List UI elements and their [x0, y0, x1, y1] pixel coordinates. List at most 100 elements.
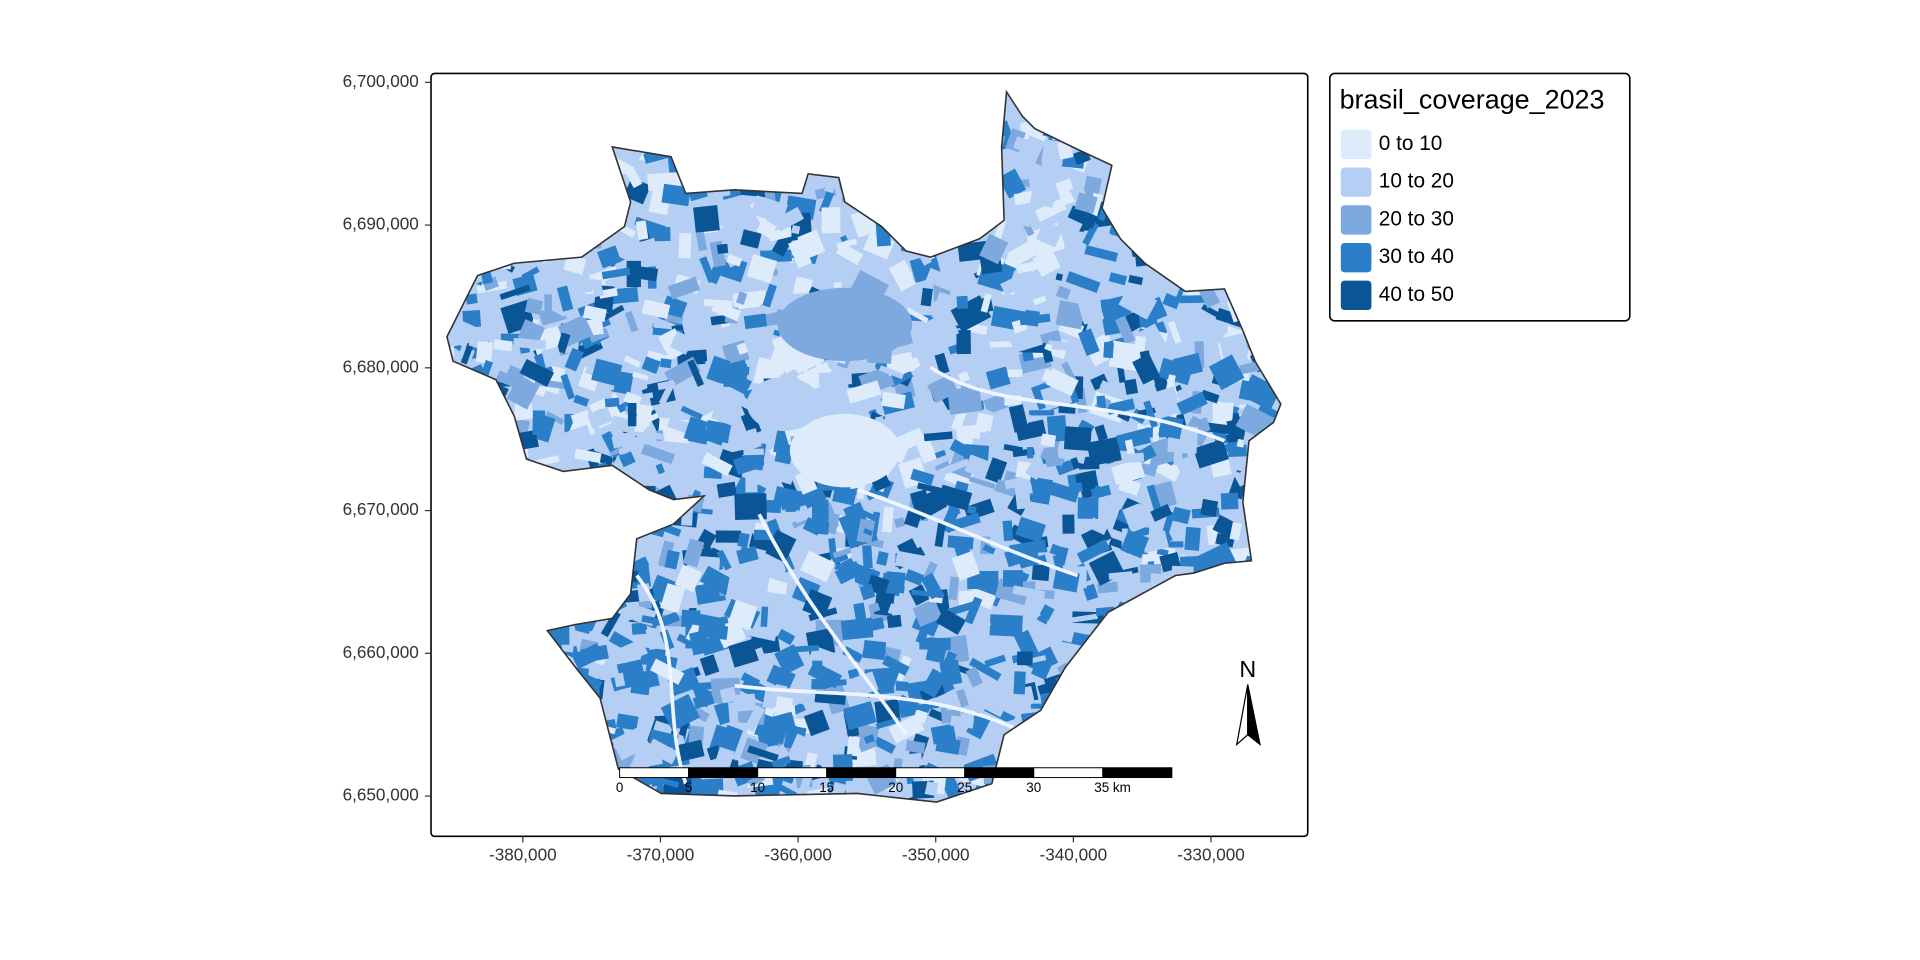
land-patch — [544, 294, 553, 318]
land-patch — [1167, 320, 1182, 344]
land-patch — [1026, 446, 1034, 459]
land-patch — [1201, 304, 1224, 320]
land-patch — [1002, 520, 1014, 542]
land-patch — [1063, 426, 1092, 451]
land-patch — [1099, 380, 1110, 391]
land-patch — [885, 571, 906, 591]
land-patch — [771, 755, 792, 769]
land-patch — [935, 607, 966, 635]
land-patch — [812, 257, 836, 274]
land-patch — [635, 220, 649, 241]
land-patch — [1015, 516, 1046, 543]
land-patch — [834, 560, 863, 585]
land-patch — [524, 297, 544, 316]
land-patch — [623, 355, 642, 368]
legend-swatch — [1340, 129, 1372, 160]
land-patch — [1084, 245, 1119, 262]
land-patch — [1165, 374, 1176, 393]
land-patch — [1042, 349, 1054, 363]
land-patch — [944, 600, 979, 617]
scale-label: 20 — [888, 780, 903, 795]
land-patch — [980, 293, 992, 313]
land-patch — [951, 408, 968, 432]
land-patch — [766, 664, 796, 691]
river — [929, 365, 1226, 443]
land-patch — [1238, 380, 1256, 401]
land-patch — [1055, 300, 1086, 330]
land-patch — [842, 701, 877, 731]
land-patch — [711, 409, 734, 426]
land-patch — [940, 775, 962, 799]
land-patch — [947, 385, 983, 415]
land-patch — [632, 371, 649, 381]
land-patch — [740, 229, 762, 249]
land-patch — [888, 714, 925, 744]
land-patch — [777, 287, 913, 362]
land-patch — [624, 310, 639, 333]
land-patch — [797, 229, 826, 260]
land-patch — [832, 489, 856, 506]
land-patch — [821, 207, 841, 234]
land-patch — [887, 603, 906, 618]
land-patch — [930, 723, 957, 745]
land-patch — [966, 505, 977, 515]
land-patch — [771, 592, 803, 625]
land-patch — [1115, 427, 1151, 451]
land-patch — [1030, 703, 1044, 709]
land-patch — [1207, 322, 1228, 334]
land-patch — [627, 402, 637, 427]
land-patch — [699, 654, 720, 677]
land-patch — [894, 550, 925, 571]
land-patch — [661, 611, 680, 627]
land-patch — [588, 328, 610, 343]
land-patch — [716, 481, 737, 498]
land-patch — [791, 225, 801, 235]
land-patch — [693, 205, 720, 233]
land-patch — [1179, 295, 1209, 304]
land-patch — [587, 406, 614, 429]
land-patch — [912, 599, 943, 628]
land-patch — [1062, 514, 1075, 534]
land-patch — [1047, 340, 1082, 352]
land-patch — [1090, 484, 1112, 500]
land-patch — [1034, 539, 1047, 553]
land-patch — [884, 662, 902, 685]
land-patch — [1146, 484, 1162, 512]
land-patch — [774, 206, 805, 232]
land-patch — [746, 377, 821, 432]
land-patch — [601, 267, 631, 280]
land-patch — [1122, 503, 1149, 533]
land-patch — [1076, 539, 1111, 564]
land-patch — [968, 476, 996, 490]
land-patch — [1044, 343, 1053, 352]
land-patch — [1036, 220, 1064, 248]
land-patch — [659, 358, 672, 369]
land-patch — [846, 736, 860, 757]
land-patch — [555, 399, 571, 421]
legend-swatch — [1340, 205, 1372, 235]
land-patch — [641, 356, 661, 375]
land-patch — [1012, 585, 1046, 600]
land-patch — [649, 658, 685, 685]
land-patch — [1124, 378, 1139, 395]
land-patch — [1043, 446, 1060, 468]
land-patch — [641, 443, 675, 465]
land-patch — [563, 254, 587, 275]
scale-label: 10 — [750, 780, 765, 795]
land-patch — [1200, 389, 1220, 404]
land-patch — [833, 386, 848, 405]
land-patch — [630, 680, 651, 696]
land-patch — [835, 242, 864, 266]
river — [635, 574, 688, 785]
land-patch — [588, 278, 603, 292]
land-patch — [774, 446, 794, 465]
legend-swatch — [1340, 242, 1372, 273]
x-tick-label: -380,000 — [489, 844, 557, 864]
land-patch — [688, 630, 711, 656]
land-patch — [1034, 198, 1067, 222]
land-patch — [818, 371, 853, 386]
land-patch — [895, 681, 909, 692]
land-patch — [604, 397, 620, 408]
land-patch — [956, 295, 969, 309]
